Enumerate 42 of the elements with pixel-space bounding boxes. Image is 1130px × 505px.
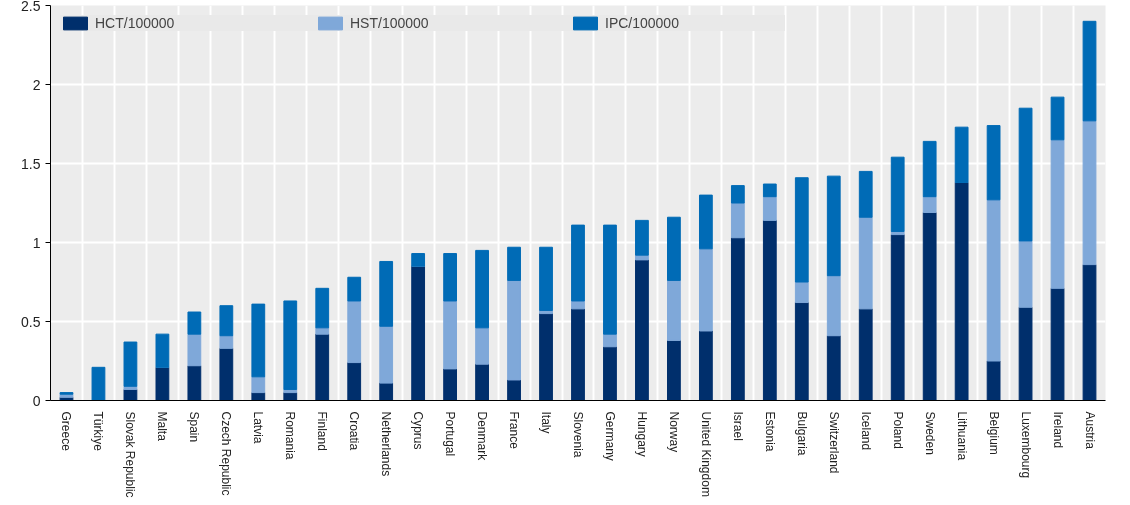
x-tick-label: Israel: [730, 411, 745, 441]
x-tick-label: Norway: [666, 411, 681, 453]
x-tick-label: Cyprus: [411, 411, 426, 450]
x-tick-label: United Kingdom: [698, 411, 713, 497]
x-tick-label: Netherlands: [379, 411, 394, 477]
y-tick-label: 1.5: [21, 155, 41, 172]
x-tick-label: Sweden: [922, 411, 937, 455]
x-tick-label: Greece: [59, 411, 74, 452]
x-tick-label: Portugal: [443, 411, 458, 457]
x-tick-label: Lithuania: [954, 411, 969, 461]
x-tick-label: Latvia: [251, 411, 266, 444]
x-tick-label: Denmark: [475, 411, 490, 462]
x-tick-label: Belgium: [986, 411, 1001, 455]
x-tick-label: France: [507, 411, 522, 450]
y-tick-label: 2.5: [21, 0, 41, 14]
x-tick-label: Ireland: [1050, 411, 1065, 449]
x-tick-label: Romania: [283, 411, 298, 460]
x-tick-label: Finland: [315, 411, 330, 451]
x-tick-label: Switzerland: [826, 411, 841, 474]
x-tick-label: Slovak Republic: [123, 411, 138, 498]
x-tick-label: Croatia: [347, 411, 362, 451]
x-tick-label: Estonia: [762, 411, 777, 452]
x-tick-label: Germany: [602, 411, 617, 461]
x-tick-label: Italy: [539, 411, 554, 434]
x-tick-label: Austria: [1082, 411, 1097, 450]
x-tick-label: Hungary: [634, 411, 649, 457]
x-tick-label: Spain: [187, 411, 202, 443]
x-tick-label: Türkiye: [91, 411, 106, 452]
x-tick-label: Luxembourg: [1018, 411, 1033, 479]
x-tick-label: Slovenia: [571, 411, 585, 458]
x-tick-label: Poland: [890, 411, 905, 449]
legend-label: IPC/100000: [605, 15, 680, 31]
x-tick-label: Czech Republic: [219, 411, 234, 496]
y-tick-label: 1: [32, 234, 41, 251]
legend-label: HST/100000: [350, 15, 430, 31]
x-tick-label: Iceland: [858, 411, 873, 451]
x-tick-label: Malta: [155, 411, 170, 442]
y-tick-label: 0: [32, 392, 41, 409]
y-tick-label: 2: [32, 76, 41, 93]
legend-label: HCT/100000: [95, 15, 176, 31]
y-tick-label: 0.5: [21, 313, 41, 330]
x-tick-label: Bulgaria: [794, 411, 809, 456]
